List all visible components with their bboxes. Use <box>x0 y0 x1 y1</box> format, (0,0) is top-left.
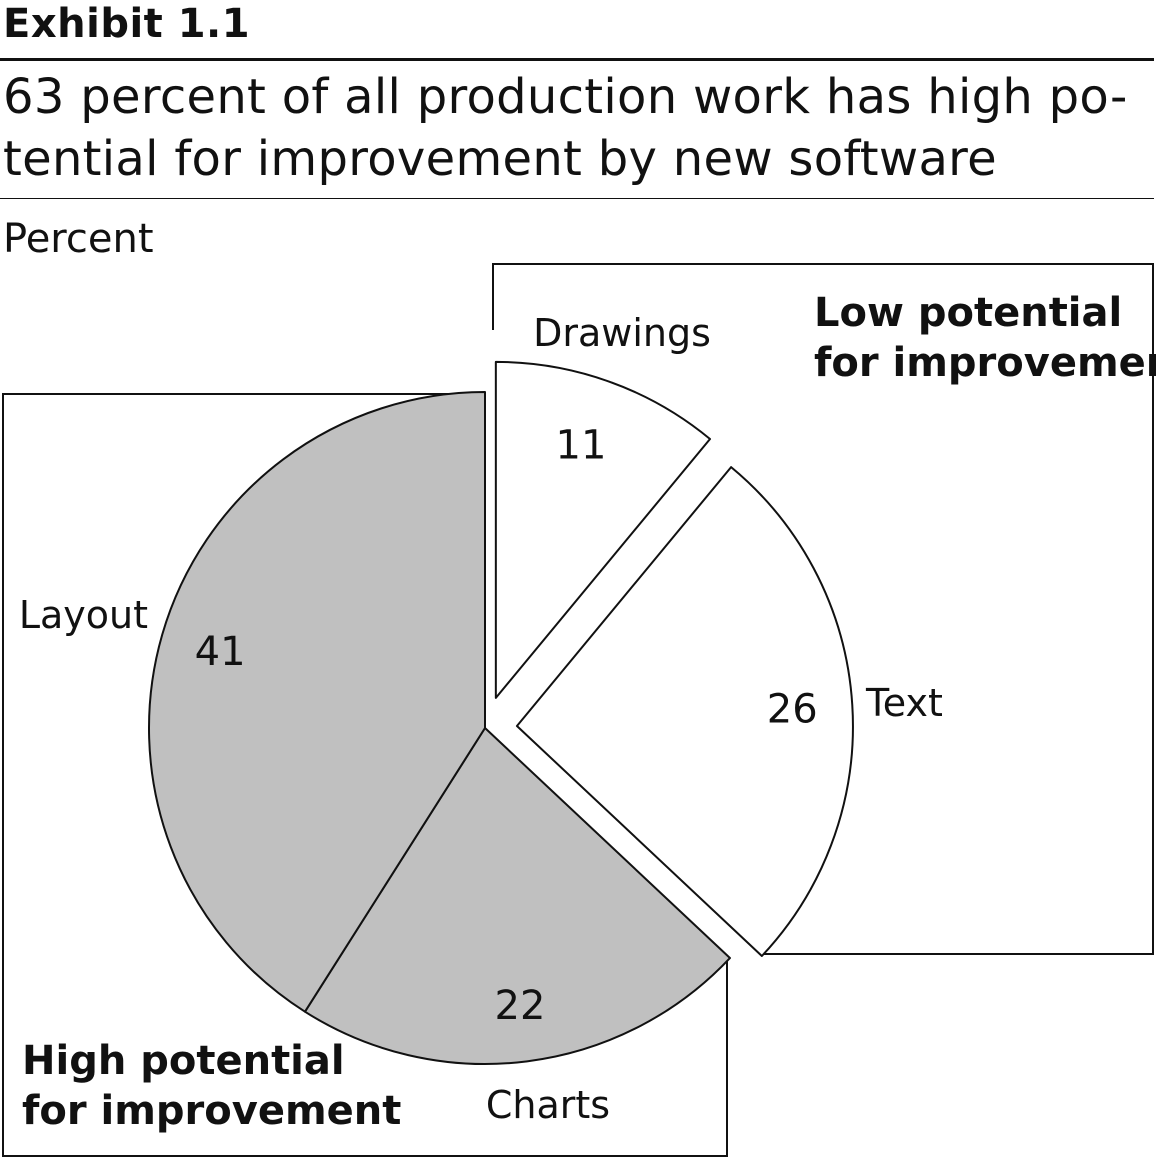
slice-value-text: 26 <box>767 687 818 733</box>
chart-title: 63 percent of all production work has hi… <box>3 69 1128 187</box>
pie-slice-text <box>515 466 854 957</box>
group-label-high: High potential for improvement <box>22 1038 401 1134</box>
pie-slice-charts <box>303 727 731 1065</box>
slice-value-charts: 22 <box>495 983 546 1029</box>
pie-slice-layout <box>148 391 486 1013</box>
group-label-low: Low potential for improvement <box>814 290 1156 386</box>
slice-label-drawings: Drawings <box>533 311 711 355</box>
exhibit-label: Exhibit 1.1 <box>3 1 251 47</box>
slice-label-layout: Layout <box>19 593 148 637</box>
unit-label: Percent <box>3 216 154 262</box>
slice-value-drawings: 11 <box>556 423 607 469</box>
slice-label-charts: Charts <box>486 1083 610 1127</box>
slice-label-text: Text <box>865 681 943 725</box>
title-rule-bottom <box>0 198 1154 199</box>
low-potential-box <box>492 263 1154 955</box>
slice-value-layout: 41 <box>195 629 246 675</box>
title-rule-top <box>0 58 1154 61</box>
pie-slice-drawings <box>494 360 712 699</box>
high-potential-box <box>2 393 728 1157</box>
